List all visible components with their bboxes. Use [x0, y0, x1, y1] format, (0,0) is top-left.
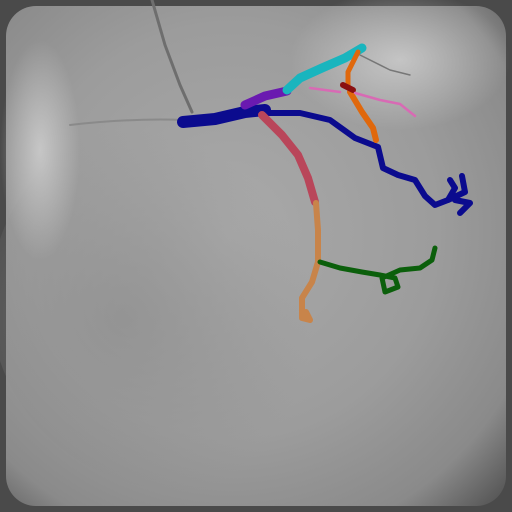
faint-vessel: [359, 54, 411, 76]
vessel-segment: [347, 89, 379, 143]
vessel-segment: [345, 49, 361, 88]
vessel-segment: [258, 111, 319, 206]
faint-vessel: [69, 118, 186, 126]
vessel-segment: [340, 82, 356, 93]
vessel-segment: [262, 110, 473, 216]
lung-field-left: [0, 40, 80, 260]
vessel-segment: [317, 245, 438, 295]
lung-field: [290, 0, 510, 130]
vessel-segment: [299, 200, 321, 323]
vessel-segment: [240, 86, 292, 110]
vessel-segment: [177, 104, 271, 128]
catheter: [150, 0, 194, 114]
heart-shadow: [0, 110, 370, 490]
vessel-segment: [308, 86, 417, 118]
vessel-segment: [282, 43, 367, 95]
